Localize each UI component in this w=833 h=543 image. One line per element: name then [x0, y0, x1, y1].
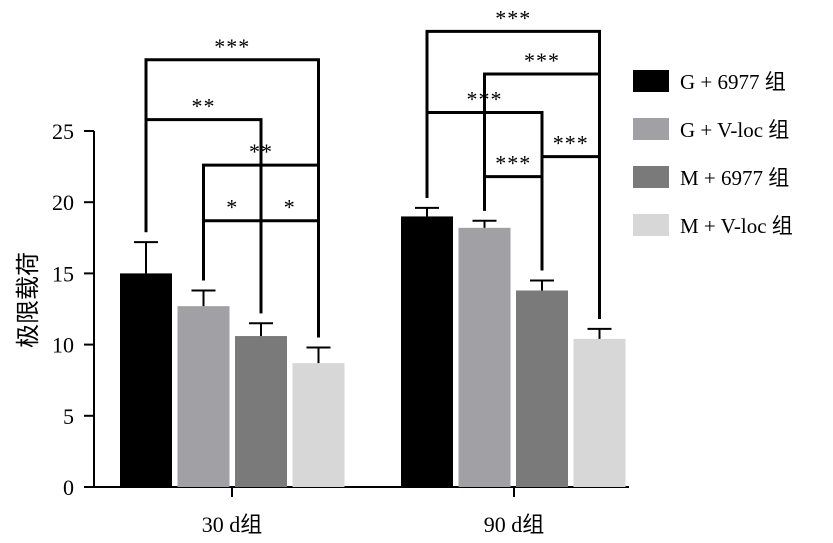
significance-label: * [226, 195, 238, 220]
significance-label: *** [524, 48, 560, 73]
significance-label: *** [495, 151, 531, 176]
legend-label: G + V-loc 组 [680, 118, 789, 142]
bar [401, 216, 453, 487]
bar [235, 336, 287, 487]
bar [177, 306, 230, 487]
significance-label: *** [553, 131, 589, 156]
x-tick-label: 30 d组 [202, 512, 263, 537]
significance-bracket [144, 118, 263, 314]
bar [516, 290, 568, 487]
y-tick-label: 15 [52, 261, 74, 286]
significance-brackets: ******** **************** [144, 5, 601, 338]
y-tick-label: 5 [63, 404, 74, 429]
legend-swatch [633, 118, 669, 140]
significance-label: ** [249, 139, 273, 164]
y-tick-label: 20 [52, 190, 74, 215]
y-axis-label: 极限载荷 [15, 252, 42, 348]
x-tick-label: 90 d组 [484, 512, 545, 537]
significance-bracket [202, 219, 263, 314]
significance-label: *** [467, 86, 503, 111]
y-tick-label: 0 [63, 475, 74, 500]
legend-swatch [633, 166, 669, 188]
bar [458, 227, 511, 487]
significance-bracket [259, 219, 320, 338]
significance-label: *** [214, 34, 250, 59]
significance-label: *** [495, 5, 531, 30]
bar [573, 338, 626, 487]
significance-bracket [483, 175, 544, 271]
significance-label: ** [192, 94, 216, 119]
y-tick-label: 10 [52, 333, 74, 358]
significance-label: * [284, 195, 296, 220]
axes: 0 5 10 15 20 25 30 d组 90 d组 [52, 119, 629, 537]
bar [120, 273, 172, 487]
y-tick-label: 25 [52, 119, 74, 144]
legend-label: M + V-loc 组 [680, 214, 793, 238]
legend-swatch [633, 70, 669, 92]
legend-swatch [633, 214, 669, 236]
legend-label: M + 6977 组 [680, 166, 789, 190]
bar [292, 363, 345, 487]
legend-label: G + 6977 组 [680, 70, 786, 94]
legend: G + 6977 组 G + V-loc 组 M + 6977 组 M + V-loc… [633, 70, 793, 238]
bars [120, 206, 626, 487]
